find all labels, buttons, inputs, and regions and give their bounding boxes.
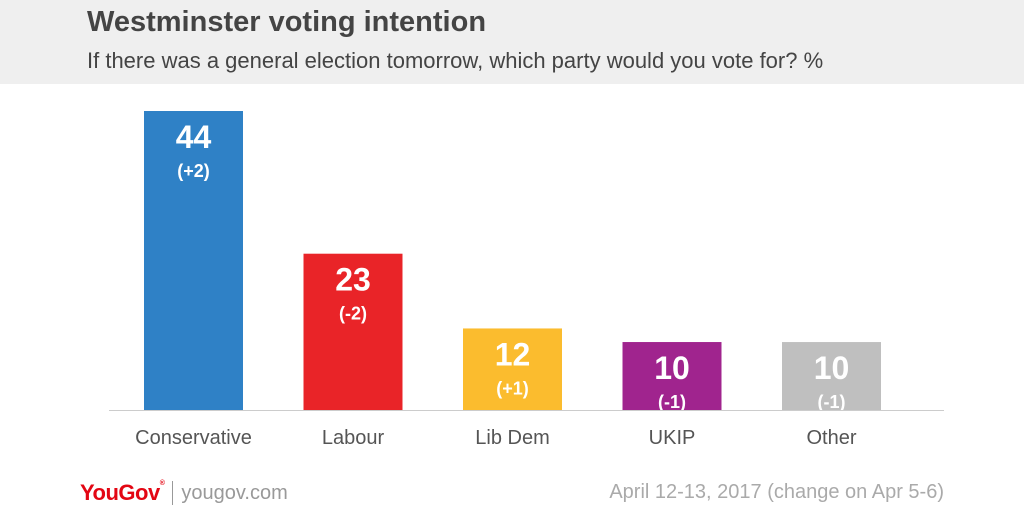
bar-labour bbox=[303, 253, 403, 410]
bar-conservative bbox=[144, 111, 243, 410]
bar-change-ukip: (-1) bbox=[658, 392, 686, 412]
bar-value-conservative: 44 bbox=[176, 119, 212, 155]
bar-value-labour: 23 bbox=[335, 262, 371, 298]
bar-value-ukip: 10 bbox=[654, 350, 690, 386]
category-label-conservative: Conservative bbox=[135, 427, 252, 449]
bar-change-conservative: (+2) bbox=[177, 161, 210, 181]
bar-value-other: 10 bbox=[814, 350, 850, 386]
chart-title: Westminster voting intention bbox=[87, 6, 487, 38]
bar-change-lib-dem: (+1) bbox=[496, 378, 529, 398]
footer-divider bbox=[172, 481, 174, 505]
bar-change-labour: (-2) bbox=[339, 304, 367, 324]
yougov-logo: YouGov® bbox=[80, 480, 165, 505]
bar-value-lib-dem: 12 bbox=[495, 336, 531, 372]
chart-subtitle: If there was a general election tomorrow… bbox=[87, 48, 824, 73]
bar-chart: 44 (+2) Conservative 23 (-2) Labour 12 (+1) Lib … bbox=[109, 111, 944, 449]
bar-other bbox=[782, 342, 881, 410]
bar-change-other: (-1) bbox=[818, 392, 846, 412]
bar-lib-dem bbox=[463, 328, 562, 410]
bar-ukip bbox=[622, 342, 722, 410]
header-band: Westminster voting intention If there wa… bbox=[0, 0, 1024, 84]
footer-date-note: April 12-13, 2017 (change on Apr 5-6) bbox=[609, 481, 944, 503]
category-label-labour: Labour bbox=[322, 427, 385, 449]
footer-brand: YouGov® yougov.com bbox=[80, 480, 288, 506]
category-label-ukip: UKIP bbox=[649, 427, 696, 449]
footer-site: yougov.com bbox=[181, 481, 288, 504]
category-label-lib-dem: Lib Dem bbox=[475, 427, 549, 449]
category-label-other: Other bbox=[806, 427, 856, 449]
